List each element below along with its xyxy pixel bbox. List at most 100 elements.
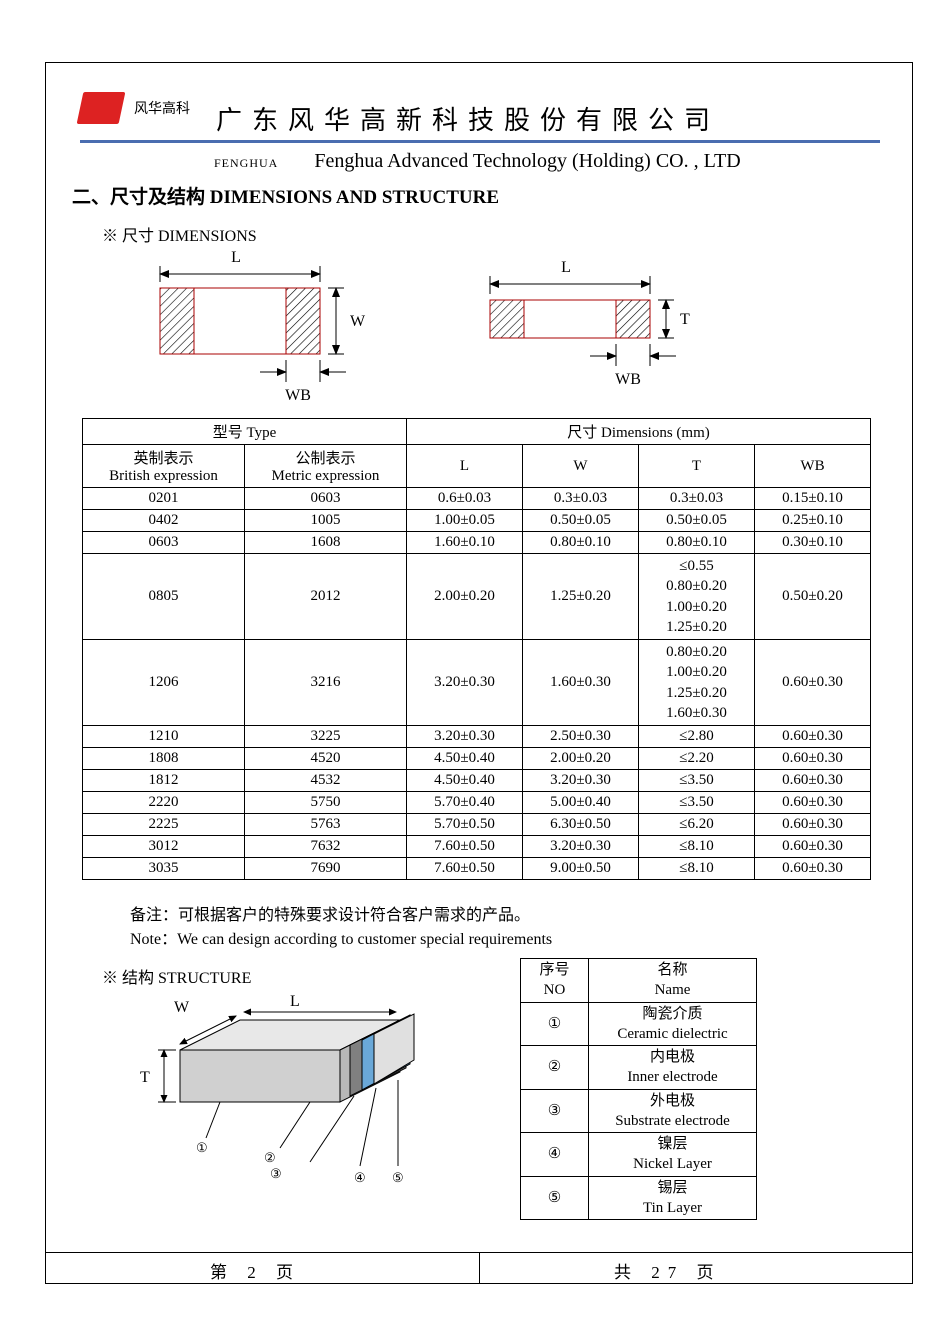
- structure-label: ※ 结构 STRUCTURE: [102, 964, 251, 988]
- col-w: W: [523, 445, 639, 488]
- table-cell: 3.20±0.30: [407, 640, 523, 726]
- table-cell: 2225: [83, 814, 245, 836]
- table-row: 301276327.60±0.503.20±0.30≤8.100.60±0.30: [83, 836, 871, 858]
- table-row: 222057505.70±0.405.00±0.40≤3.500.60±0.30: [83, 792, 871, 814]
- table-row: 080520122.00±0.201.25±0.20≤0.55 0.80±0.2…: [83, 554, 871, 640]
- table-cell: 5750: [245, 792, 407, 814]
- table-cell: 0402: [83, 510, 245, 532]
- table-cell: 0603: [83, 532, 245, 554]
- structure-name: 内电极Inner electrode: [589, 1046, 757, 1090]
- footer-page-total: 共 27 页: [614, 1258, 722, 1283]
- structure-no: ③: [521, 1089, 589, 1133]
- table-cell: 5763: [245, 814, 407, 836]
- table-cell: 3012: [83, 836, 245, 858]
- svg-text:③: ③: [270, 1166, 282, 1181]
- header-divider: [80, 140, 880, 143]
- structure-no: ②: [521, 1046, 589, 1090]
- table-cell: 1.60±0.10: [407, 532, 523, 554]
- table-row: ③外电极Substrate electrode: [521, 1089, 757, 1133]
- table-cell: 1210: [83, 726, 245, 748]
- structure-no: ④: [521, 1133, 589, 1177]
- col-l: L: [407, 445, 523, 488]
- table-row: ⑤锡层Tin Layer: [521, 1176, 757, 1220]
- diag-w-label: W: [350, 313, 366, 330]
- table-cell: 0.60±0.30: [755, 814, 871, 836]
- diag-wb-label: WB: [285, 387, 311, 404]
- table-cell: 6.30±0.50: [523, 814, 639, 836]
- svg-text:④: ④: [354, 1170, 366, 1185]
- table-cell: 7.60±0.50: [407, 858, 523, 880]
- structure-diagram: W L T ① ② ③ ④ ⑤: [110, 990, 470, 1200]
- table-cell: 2220: [83, 792, 245, 814]
- table-cell: 3216: [245, 640, 407, 726]
- table-cell: 0.60±0.30: [755, 792, 871, 814]
- structure-table: 序号 NO 名称 Name ①陶瓷介质Ceramic dielectric②内电…: [520, 958, 757, 1220]
- table-cell: ≤6.20: [639, 814, 755, 836]
- table-cell: 0.3±0.03: [523, 488, 639, 510]
- company-title-en: Fenghua Advanced Technology (Holding) CO…: [314, 150, 740, 173]
- sdiag-t: T: [140, 1069, 150, 1086]
- table-cell: ≤0.55 0.80±0.20 1.00±0.20 1.25±0.20: [639, 554, 755, 640]
- table-cell: 1.60±0.30: [523, 640, 639, 726]
- table-cell: 0.30±0.10: [755, 532, 871, 554]
- table-cell: 0.80±0.20 1.00±0.20 1.25±0.20 1.60±0.30: [639, 640, 755, 726]
- col-dims: 尺寸 Dimensions (mm): [407, 419, 871, 445]
- structure-no: ⑤: [521, 1176, 589, 1220]
- table-cell: 3.20±0.30: [523, 770, 639, 792]
- table-header-row-1: 型号 Type 尺寸 Dimensions (mm): [83, 419, 871, 445]
- dimension-diagram: L W WB L T WB: [150, 248, 850, 408]
- svg-text:⑤: ⑤: [392, 1170, 404, 1185]
- table-cell: 0805: [83, 554, 245, 640]
- table-cell: 0.60±0.30: [755, 770, 871, 792]
- table-cell: 0.60±0.30: [755, 748, 871, 770]
- table-cell: 1812: [83, 770, 245, 792]
- table-row: 020106030.6±0.030.3±0.030.3±0.030.15±0.1…: [83, 488, 871, 510]
- table-cell: ≤2.80: [639, 726, 755, 748]
- table-cell: 0603: [245, 488, 407, 510]
- table-cell: 0.80±0.10: [639, 532, 755, 554]
- footer-page-current: 第 2 页: [210, 1258, 301, 1283]
- table-row: 181245324.50±0.403.20±0.30≤3.500.60±0.30: [83, 770, 871, 792]
- table-cell: ≤2.20: [639, 748, 755, 770]
- section-title: 二、尺寸及结构 DIMENSIONS AND STRUCTURE: [72, 182, 499, 209]
- structure-name: 锡层Tin Layer: [589, 1176, 757, 1220]
- table-cell: 4532: [245, 770, 407, 792]
- table-cell: 0.60±0.30: [755, 726, 871, 748]
- table-row: ④镍层Nickel Layer: [521, 1133, 757, 1177]
- structure-header: 序号 NO 名称 Name: [521, 959, 757, 1003]
- table-row: ①陶瓷介质Ceramic dielectric: [521, 1002, 757, 1046]
- table-cell: 1608: [245, 532, 407, 554]
- col-t: T: [639, 445, 755, 488]
- table-cell: 7632: [245, 836, 407, 858]
- dimensions-table: 型号 Type 尺寸 Dimensions (mm) 英制表示 British …: [82, 418, 871, 880]
- table-cell: 0.60±0.30: [755, 836, 871, 858]
- structure-name: 陶瓷介质Ceramic dielectric: [589, 1002, 757, 1046]
- table-header-row-2: 英制表示 British expression 公制表示 Metric expr…: [83, 445, 871, 488]
- table-row: 060316081.60±0.100.80±0.100.80±0.100.30±…: [83, 532, 871, 554]
- table-cell: 0201: [83, 488, 245, 510]
- table-cell: 7.60±0.50: [407, 836, 523, 858]
- table-cell: 0.6±0.03: [407, 488, 523, 510]
- table-cell: 3035: [83, 858, 245, 880]
- table-cell: 9.00±0.50: [523, 858, 639, 880]
- col-british: 英制表示 British expression: [83, 445, 245, 488]
- table-cell: 1005: [245, 510, 407, 532]
- table-cell: 3.20±0.30: [407, 726, 523, 748]
- col-no: 序号 NO: [521, 959, 589, 1003]
- table-row: 222557635.70±0.506.30±0.50≤6.200.60±0.30: [83, 814, 871, 836]
- sdiag-l: L: [290, 993, 300, 1010]
- table-cell: ≤3.50: [639, 770, 755, 792]
- table-cell: 0.50±0.20: [755, 554, 871, 640]
- company-title-cn: 广东风华高新科技股份有限公司: [216, 100, 720, 137]
- table-row: ②内电极Inner electrode: [521, 1046, 757, 1090]
- table-cell: ≤8.10: [639, 858, 755, 880]
- table-cell: 7690: [245, 858, 407, 880]
- table-cell: 3.20±0.30: [523, 836, 639, 858]
- table-cell: ≤8.10: [639, 836, 755, 858]
- table-cell: 0.25±0.10: [755, 510, 871, 532]
- table-cell: 4.50±0.40: [407, 748, 523, 770]
- col-type: 型号 Type: [83, 419, 407, 445]
- notes: 备注：可根据客户的特殊要求设计符合客户需求的产品。 Note：We can de…: [130, 904, 552, 952]
- fenghua-small: FENGHUA: [214, 156, 278, 171]
- table-cell: 0.3±0.03: [639, 488, 755, 510]
